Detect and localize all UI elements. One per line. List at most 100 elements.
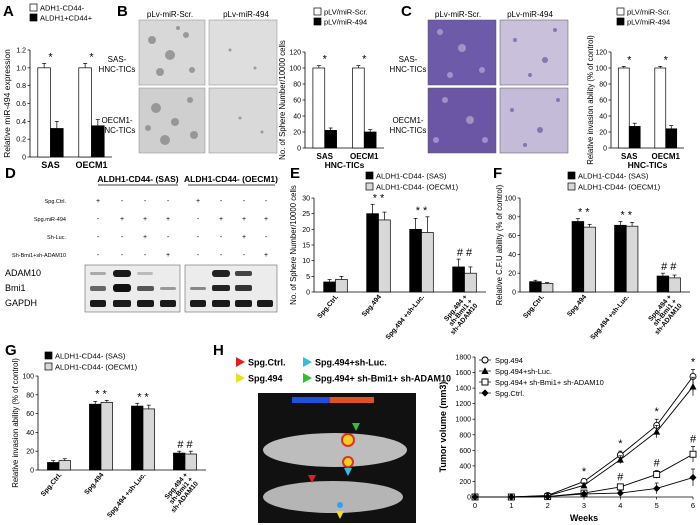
y-tick-label: 20 [302, 227, 310, 234]
y-tick-label: 120 [595, 50, 607, 57]
significance-mark: * [48, 51, 53, 63]
significance-mark: * [655, 406, 660, 418]
treatment-sign: - [121, 234, 124, 241]
treatment-sign: + [166, 216, 170, 223]
y-tick-label: 0 [297, 146, 301, 153]
treatment-sign: - [121, 252, 124, 259]
band-gapdh [257, 300, 273, 307]
sphere-image-sas-494 [208, 19, 278, 86]
mouse-legend: Spg.Ctrl. Spg.494+sh-Luc. Spg.494 Spg.494+ … [236, 357, 451, 384]
x-tick-label: 5 [655, 501, 659, 510]
legend-arrow [303, 373, 312, 383]
legend-label: ALDH1-CD44- (SAS) [376, 172, 447, 181]
y-tick-label: 0.8 [16, 83, 26, 90]
y-tick-label: 100 [504, 196, 516, 203]
legend-label: ALDH1+CD44+ [40, 14, 93, 23]
row-label-sas-2: HNC-TICs [99, 65, 136, 74]
band-bmi1-sas-494 [113, 284, 131, 292]
bar [312, 67, 326, 149]
legend-label: pLV/miR-Scr. [324, 8, 368, 17]
y-tick-label: 0 [22, 155, 26, 162]
significance-mark: * * [578, 207, 590, 219]
x-tick-label: Spg.494 [361, 294, 383, 319]
y-tick-label: 0 [467, 495, 471, 502]
x-tick-label: 6 [691, 501, 695, 510]
y-tick-label: 20 [508, 271, 516, 278]
legend-arrow [303, 357, 312, 367]
legend-label: ALDH1-CD44- (OECM1) [55, 363, 138, 372]
legend-label: ALDH1-CD44- (OECM1) [578, 183, 661, 192]
bar [668, 277, 681, 293]
y-tick-label: 40 [508, 252, 516, 259]
row-label-mir494: Spg.miR-494 [34, 217, 66, 223]
bar [617, 67, 630, 149]
tumor-signal [342, 456, 354, 468]
y-tick-label: 0 [603, 146, 607, 153]
bar [614, 224, 627, 293]
bar [50, 128, 64, 158]
band-bmi1-oecm1-494 [212, 285, 230, 291]
intensity-scale-bar-hot [330, 397, 374, 403]
bar [583, 226, 596, 293]
bar [363, 131, 377, 149]
legend-marker [481, 356, 489, 364]
panel-letter-b: B [117, 3, 128, 20]
bar [452, 266, 465, 293]
legend-label: Spg.494 [248, 374, 283, 384]
x-tick-label: 2 [546, 501, 550, 510]
y-tick-label: 0 [512, 290, 516, 297]
invasion-image-sas-494 [499, 19, 569, 86]
x-axis-label: Weeks [570, 513, 598, 523]
band-gapdh [113, 300, 131, 307]
legend-arrow [236, 373, 245, 383]
treatment-sign: + [166, 252, 170, 259]
y-tick-label: 200 [459, 479, 471, 486]
legend-swatch [29, 3, 38, 12]
treatment-sign: - [97, 234, 100, 241]
band-gapdh [90, 300, 106, 307]
legend-label: Spg.494 [495, 356, 523, 365]
chart-h: 0 200 400 600 800 1000 1200 1400 1600 1800 0 1 2 3 4 5 6… [438, 355, 697, 524]
y-tick-label: 20 [599, 130, 607, 137]
significance-mark: * * [95, 388, 107, 400]
treatment-sign: + [264, 216, 268, 223]
legend-label: Spg.494+ sh-Bmi1+ sh-ADAM10 [315, 374, 451, 384]
bar [625, 225, 639, 293]
x-tick-label: SAS [41, 160, 60, 170]
bar [409, 228, 422, 293]
y-tick-label: 60 [293, 98, 301, 105]
treatment-sign: - [167, 234, 170, 241]
treatment-sign: - [97, 252, 100, 259]
data-point [580, 481, 588, 489]
band-gapdh [190, 300, 206, 307]
y-axis-label: Relative invasion ability (% of control) [11, 358, 20, 488]
y-tick-label: 10 [302, 258, 310, 265]
arrow-red [308, 475, 316, 483]
invasion-image-oecm1-494 [499, 87, 569, 154]
data-point [689, 450, 697, 458]
bar [173, 452, 186, 471]
row-label-sas-2: HNC-TICs [390, 65, 427, 74]
col-label-494: pLv-miR-494 [223, 10, 269, 19]
data-point [653, 484, 661, 492]
legend-swatch [567, 182, 576, 191]
x-tick-label: Spg.494 [566, 294, 588, 319]
y-tick-label: 80 [293, 82, 301, 89]
blot-label-gapdh: GAPDH [5, 298, 37, 308]
blot-label-adam10: ADAM10 [5, 268, 41, 278]
legend-label: pLV/miR-494 [627, 18, 670, 27]
bar [366, 213, 379, 293]
bar [100, 401, 113, 471]
y-tick-label: 20 [293, 130, 301, 137]
treatment-sign: + [264, 252, 268, 259]
significance-mark: * * [620, 210, 632, 222]
bar [323, 281, 336, 293]
panel-h-imaging: Spg.Ctrl. Spg.494+sh-Luc. Spg.494 Spg.494+ … [236, 357, 451, 523]
data-point [507, 493, 515, 501]
y-tick-label: 1600 [455, 370, 471, 377]
treatment-sign: - [167, 198, 170, 205]
legend-swatch [29, 13, 38, 22]
significance-mark: # [654, 458, 661, 470]
